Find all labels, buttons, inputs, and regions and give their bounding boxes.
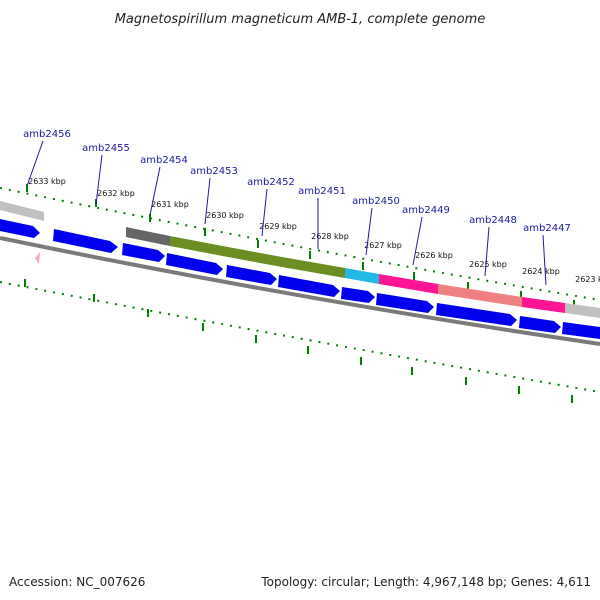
forward-cds-track: [0, 219, 600, 339]
feature-cyan[interactable]: [345, 268, 379, 284]
gene-leader-line: [204, 177, 211, 225]
feature-olive-2[interactable]: [228, 247, 282, 267]
gene-label[interactable]: amb2448: [469, 215, 517, 226]
gene-label[interactable]: amb2452: [247, 177, 295, 188]
gene-label[interactable]: amb2453: [190, 166, 238, 177]
cds-arrow[interactable]: [166, 253, 223, 275]
gene-label[interactable]: amb2449: [402, 205, 450, 216]
ruler-tick-label: 2633 kbp: [28, 177, 66, 186]
ruler-tick-label: 2629 kbp: [259, 222, 297, 231]
backbone-line: [0, 236, 600, 346]
gene-leader-line: [542, 234, 547, 286]
inner-major-ticks: [24, 279, 573, 403]
feature-gray-right[interactable]: [565, 303, 600, 318]
ruler-tick-label: 2631 kbp: [151, 200, 189, 209]
cds-arrow[interactable]: [278, 275, 340, 297]
ruler-tick-labels: 2633 kbp 2632 kbp 2631 kbp 2630 kbp 2629 kbp…: [28, 177, 600, 284]
gene-leader-line: [95, 154, 103, 205]
gene-label[interactable]: amb2451: [298, 186, 346, 197]
gene-label[interactable]: amb2455: [82, 143, 130, 154]
ruler-tick-label: 2627 kbp: [364, 241, 402, 250]
accession-text: Accession: NC_007626: [9, 575, 145, 589]
feature-magenta-2[interactable]: [522, 297, 565, 313]
ruler-tick-label: 2632 kbp: [97, 189, 135, 198]
ruler-tick-label: 2625 kbp: [469, 260, 507, 269]
gene-leader-line: [261, 188, 268, 237]
gene-label-group: amb2456amb2455amb2454amb2453amb2452amb24…: [23, 129, 571, 286]
map-title: Magnetospirillum magneticum AMB-1, compl…: [115, 12, 486, 27]
cds-arrow[interactable]: [436, 303, 517, 326]
gene-leader-line: [365, 207, 373, 256]
cds-arrow[interactable]: [0, 219, 40, 238]
genome-summary-text: Topology: circular; Length: 4,967,148 bp…: [260, 575, 591, 589]
pink-marker-icon: [35, 252, 40, 264]
cds-arrow[interactable]: [562, 322, 600, 339]
gene-label[interactable]: amb2456: [23, 129, 71, 140]
cds-arrow[interactable]: [53, 229, 118, 253]
gene-label[interactable]: amb2450: [352, 196, 400, 207]
cds-arrow[interactable]: [519, 316, 561, 333]
feature-magenta-1[interactable]: [379, 274, 438, 294]
cds-arrow[interactable]: [341, 287, 375, 303]
feature-olive-3[interactable]: [282, 257, 345, 278]
feature-salmon[interactable]: [438, 284, 522, 307]
feature-olive-1[interactable]: [170, 236, 228, 257]
feature-gray-left[interactable]: [0, 201, 44, 221]
gene-label[interactable]: amb2447: [523, 223, 571, 234]
cds-arrow[interactable]: [122, 243, 165, 262]
ruler-tick-label: 2628 kbp: [311, 232, 349, 241]
ruler-tick-label: 2623 kbp: [575, 275, 600, 284]
feature-darkgray[interactable]: [126, 227, 170, 246]
ruler-tick-label: 2626 kbp: [415, 251, 453, 260]
gene-leader-line: [26, 140, 44, 187]
gene-leader-line: [412, 216, 423, 266]
cds-arrow[interactable]: [226, 265, 277, 285]
gene-feature-track: [0, 201, 600, 318]
gene-label[interactable]: amb2454: [140, 155, 188, 166]
ruler-tick-label: 2624 kbp: [522, 267, 560, 276]
cds-arrow[interactable]: [376, 293, 434, 313]
ruler-tick-label: 2630 kbp: [206, 211, 244, 220]
gene-leader-line: [149, 166, 161, 216]
gene-leader-line: [484, 226, 490, 277]
